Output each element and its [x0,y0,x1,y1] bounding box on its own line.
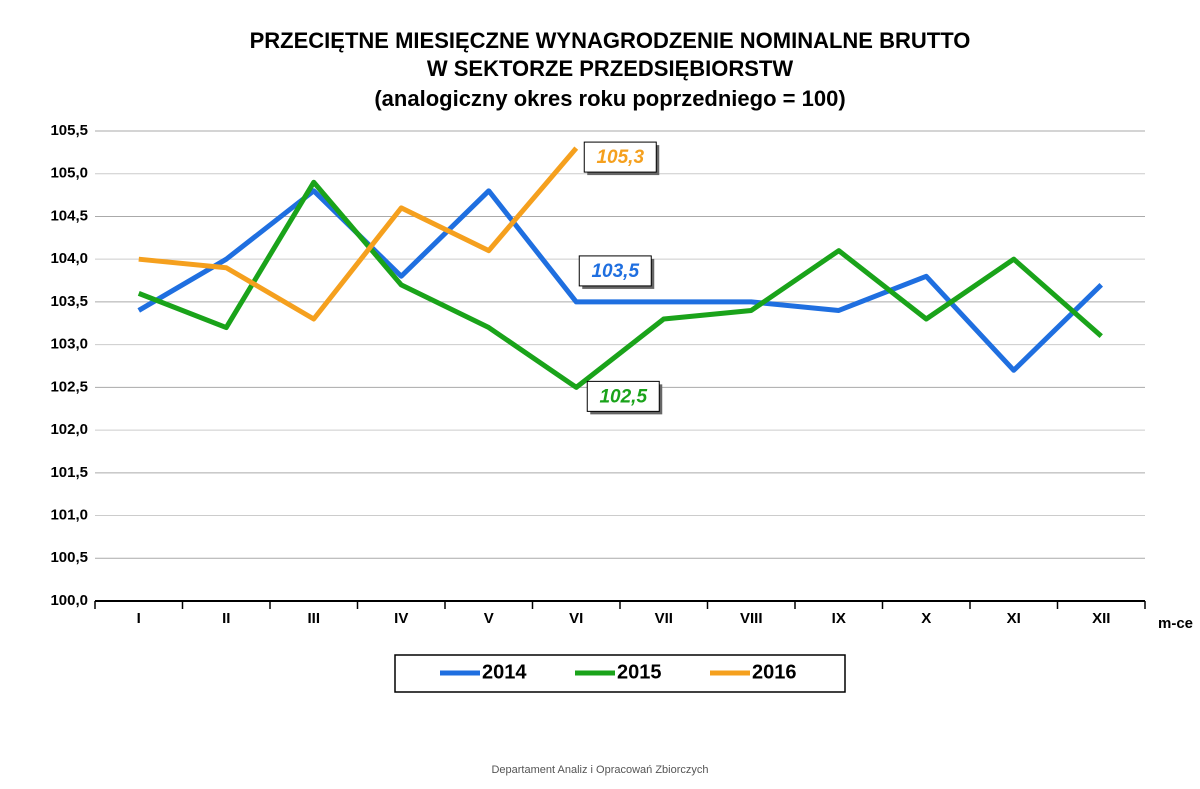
y-tick-label: 104,0 [50,250,88,267]
y-tick-label: 100,5 [50,549,88,566]
x-tick-label: VIII [740,610,763,627]
legend-label: 2015 [617,661,662,683]
y-tick-label: 101,0 [50,507,88,524]
footer: Departament Analiz i Opracowań Zbiorczyc… [491,764,708,776]
x-tick-label: XII [1092,610,1110,627]
x-tick-label: XI [1007,610,1021,627]
data-label-box [578,255,652,287]
x-tick-label: I [137,610,141,627]
y-tick-label: 102,0 [50,421,88,438]
series-line [137,179,1103,390]
data-label: 102,5 [599,386,647,407]
chart-title: W SEKTORZE PRZEDSIĘBIORSTW [427,56,794,81]
chart-title: PRZECIĘTNE MIESIĘCZNE WYNAGRODZENIE NOMI… [250,28,971,53]
y-tick-label: 105,0 [50,165,88,182]
series-line [138,146,579,322]
y-tick-label: 101,5 [50,464,88,481]
x-tick-label: V [484,610,494,627]
legend-label: 2014 [482,661,527,683]
data-label: 103,5 [591,261,639,282]
data-label-box [583,141,657,173]
data-label: 105,3 [596,147,644,168]
x-tick-label: VI [569,610,583,627]
x-tick-label: IV [394,610,408,627]
x-tick-label: VII [655,610,673,627]
y-tick-label: 102,5 [50,378,88,395]
data-label-box [586,380,660,412]
y-tick-label: 104,5 [50,207,88,224]
x-tick-label: II [222,610,230,627]
chart-subtitle: (analogiczny okres roku poprzedniego = 1… [374,86,845,111]
y-tick-label: 105,5 [50,122,88,139]
x-tick-label: IX [832,610,846,627]
x-tick-label: III [307,610,320,627]
x-axis-label: m-ce [1158,615,1193,632]
x-tick-label: X [921,610,931,627]
legend-label: 2016 [752,661,797,683]
y-tick-label: 100,0 [50,592,88,609]
y-tick-label: 103,5 [50,293,88,310]
y-tick-label: 103,0 [50,336,88,353]
